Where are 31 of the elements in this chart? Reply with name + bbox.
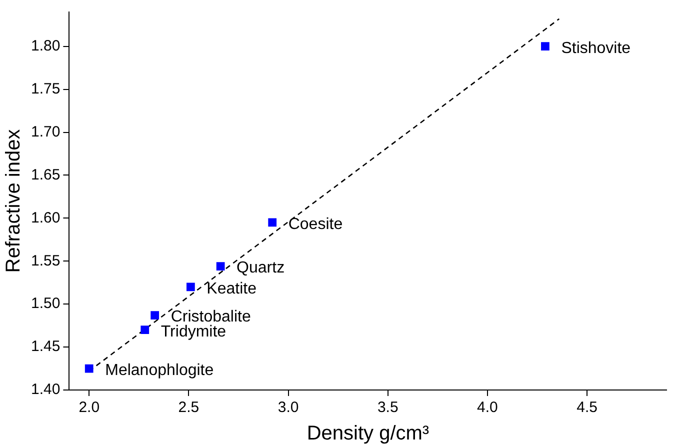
- x-tick-label: 2.5: [178, 399, 200, 416]
- annotation: Coesite: [288, 216, 343, 233]
- annotation: Quartz: [236, 260, 285, 277]
- y-tick-label: 1.70: [30, 123, 60, 140]
- y-tick-label: 1.60: [30, 209, 60, 226]
- point: [84, 364, 94, 373]
- point: [216, 262, 225, 270]
- point: [186, 282, 195, 292]
- point: [268, 218, 277, 227]
- x-tick-label: 4.5: [576, 399, 598, 416]
- y-tick-label: 1.55: [30, 252, 60, 270]
- x-tick-label: 2.0: [78, 399, 100, 416]
- y-axis-title: Refractive index: [2, 129, 25, 273]
- x-axis-title: Density g/cm³: [306, 422, 430, 445]
- point: [140, 326, 150, 334]
- x-tick-label: 3.5: [377, 399, 398, 416]
- y-tick-label: 1.65: [30, 166, 60, 184]
- y-tick-label: 1.75: [30, 80, 60, 98]
- annotation: Keatite: [206, 280, 257, 298]
- annotation: Stishovite: [561, 40, 631, 57]
- x-tick-label: 4.0: [477, 399, 498, 416]
- x-tick-label: 3.0: [278, 399, 299, 416]
- point: [541, 42, 550, 51]
- y-tick-label: 1.40: [30, 381, 60, 398]
- point: [150, 311, 160, 320]
- annotation: Cristobalite: [170, 308, 251, 326]
- y-tick-label: 1.50: [30, 295, 60, 312]
- annotation: Tridymite: [160, 323, 226, 340]
- y-tick-label: 1.45: [30, 338, 60, 356]
- annotation: Melanophlogite: [105, 362, 214, 379]
- y-tick-label: 1.80: [30, 38, 60, 55]
